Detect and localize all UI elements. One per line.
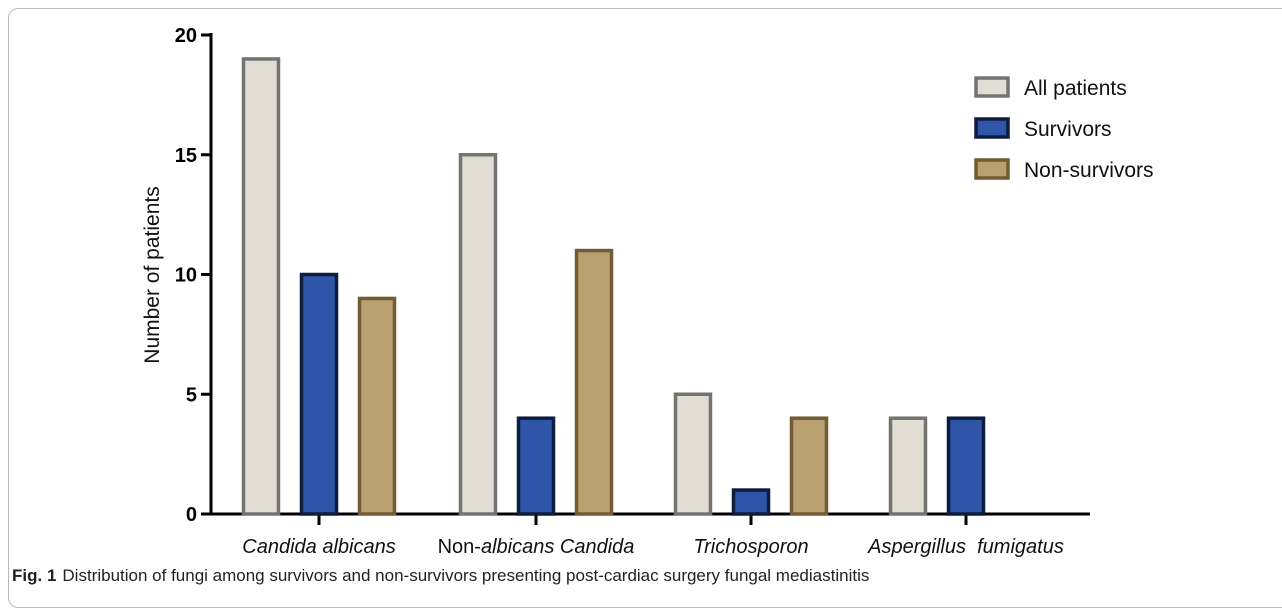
bar-survivors-3 [946, 416, 986, 516]
x-tick-label-2: Trichosporon [693, 536, 808, 558]
y-tick-label-0: 0 [186, 504, 197, 526]
x-tick-label-1-part-2: Candida [554, 536, 634, 558]
y-tick-label-20: 20 [175, 25, 197, 47]
y-tick-label-15: 15 [175, 145, 197, 167]
legend-label-all-patients: All patients [1024, 77, 1127, 100]
figure-label: Fig. 1 [12, 566, 57, 585]
y-axis-label: Number of patients [141, 186, 164, 363]
x-tick-label-3-part-0: Aspergillus fumigatus [867, 536, 1064, 558]
bar-survivors-1 [516, 416, 556, 516]
legend-swatch-survivors [974, 117, 1010, 139]
legend-label-survivors: Survivors [1024, 118, 1112, 141]
x-tick-label-1-part-0: Non- [438, 536, 481, 558]
bar-non-survivors-2 [789, 416, 829, 516]
x-tick-label-0: Candida albicans [242, 536, 395, 558]
bar-all-patients-1 [458, 153, 498, 516]
y-tick-label-5: 5 [186, 384, 197, 406]
legend-label-non-survivors: Non-survivors [1024, 159, 1154, 182]
x-tick-label-2-part-0: Trichosporon [693, 536, 808, 558]
bar-non-survivors-0 [357, 296, 397, 516]
caption-text: Distribution of fungi among survivors an… [62, 566, 870, 585]
figure-caption: Fig. 1 Distribution of fungi among surviv… [12, 566, 869, 586]
x-tick-label-1-part-1: albicans [481, 536, 554, 558]
x-tick-label-3: Aspergillus fumigatus [867, 536, 1064, 558]
bar-all-patients-2 [673, 392, 713, 516]
chart-legend: All patients Survivors Non-survivors [974, 76, 1154, 182]
x-tick-label-0-part-0: Candida albicans [242, 536, 395, 558]
bar-survivors-2 [731, 488, 771, 516]
legend-swatch-all-patients [974, 76, 1010, 98]
bar-all-patients-3 [888, 416, 928, 516]
bar-non-survivors-1 [574, 248, 614, 516]
chart-bars [241, 57, 986, 516]
x-tick-label-1: Non-albicans Candida [438, 536, 635, 558]
legend-swatch-non-survivors [974, 158, 1010, 180]
bar-all-patients-0 [241, 57, 281, 516]
y-tick-label-10: 10 [175, 265, 197, 287]
bar-survivors-0 [299, 272, 339, 516]
